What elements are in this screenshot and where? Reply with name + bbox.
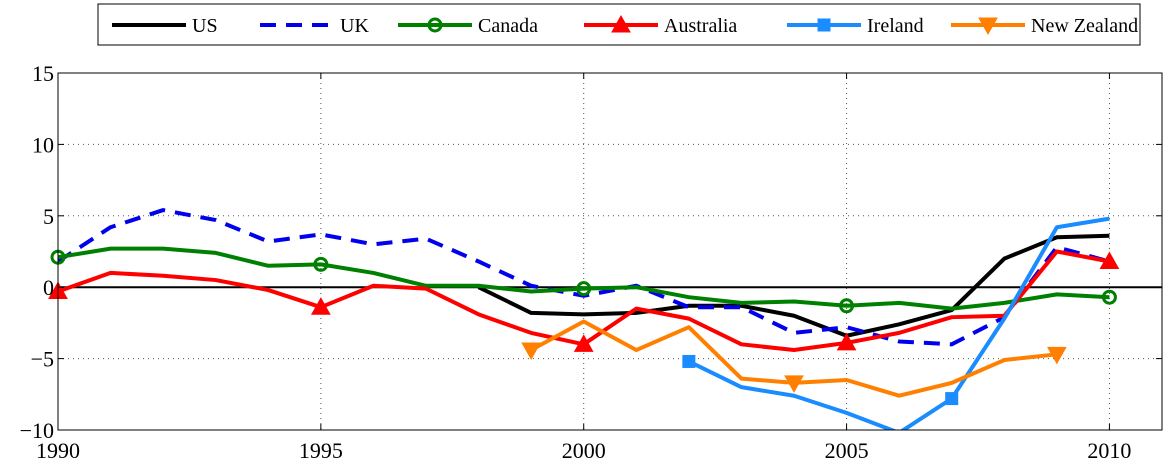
marker-new-zealand — [1047, 346, 1067, 365]
x-axis-ticks: 1990 1995 2000 2005 2010 — [36, 73, 1131, 463]
marker-ireland — [945, 392, 959, 406]
legend-label-australia: Australia — [664, 15, 737, 37]
marker-canada — [576, 281, 592, 297]
legend-label-uk: UK — [340, 15, 369, 37]
legend-label-canada: Canada — [478, 15, 538, 37]
y-tick-label: −5 — [31, 347, 54, 372]
marker-canada — [313, 256, 329, 272]
legend-label-ireland: Ireland — [867, 15, 924, 37]
y-tick-label: 5 — [43, 204, 54, 229]
marker-australia — [573, 334, 594, 352]
series-line-us — [477, 233, 1110, 338]
legend: US UK Canada Australia Ireland New Zealand — [97, 3, 1141, 46]
y-tick-label: 10 — [32, 132, 54, 157]
legend-label-us: US — [192, 15, 218, 37]
legend-marker-australia — [611, 14, 631, 33]
marker-canada — [839, 298, 855, 314]
x-tick-label: 2010 — [1087, 438, 1131, 463]
legend-marker-new-zealand — [978, 17, 998, 36]
series-line-canada — [58, 246, 1110, 311]
y-tick-label: 0 — [43, 275, 54, 300]
grid — [58, 73, 1162, 430]
marker-ireland — [682, 354, 696, 368]
marker-new-zealand — [521, 342, 541, 361]
legend-marker-ireland — [817, 18, 831, 32]
marker-australia — [311, 297, 331, 315]
x-tick-label: 2000 — [562, 438, 606, 463]
x-tick-label: 1995 — [299, 438, 343, 463]
legend-label-new-zealand: New Zealand — [1031, 15, 1138, 37]
series-line-uk — [58, 208, 1110, 347]
plot-frame — [57, 72, 1163, 431]
x-tick-label: 1990 — [36, 438, 80, 463]
marker-australia — [836, 332, 857, 351]
series-line-ireland — [687, 216, 1110, 430]
y-axis-ticks: −10 −5 0 5 10 15 — [20, 61, 1162, 443]
marker-australia — [1099, 251, 1120, 269]
y-tick-label: −10 — [20, 418, 54, 443]
x-tick-label: 2005 — [825, 438, 869, 463]
legend-marker-canada — [427, 17, 443, 33]
y-tick-label: 15 — [32, 61, 54, 86]
marker-new-zealand — [784, 375, 804, 393]
marker-canada — [1101, 289, 1117, 305]
series-markers — [48, 249, 1120, 406]
